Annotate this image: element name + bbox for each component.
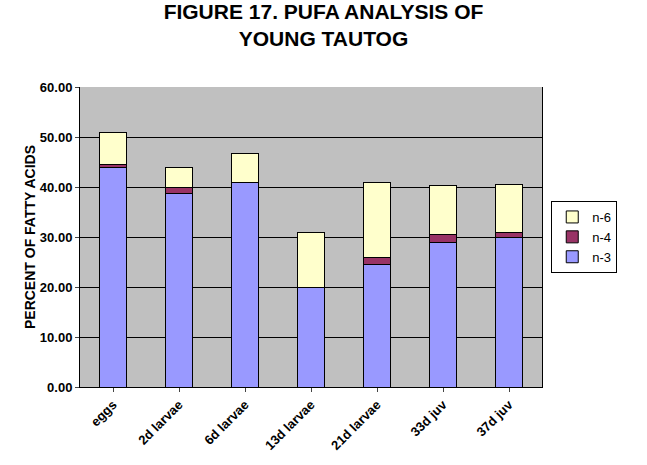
svg-text:eggs: eggs bbox=[88, 397, 120, 429]
svg-text:6d larvae: 6d larvae bbox=[201, 397, 251, 447]
svg-text:40.00: 40.00 bbox=[40, 180, 73, 195]
svg-text:n-6: n-6 bbox=[592, 210, 611, 225]
svg-text:n-4: n-4 bbox=[592, 230, 611, 245]
svg-text:n-3: n-3 bbox=[592, 250, 611, 265]
svg-text:21d larvae: 21d larvae bbox=[328, 397, 384, 453]
svg-text:13d larvae: 13d larvae bbox=[262, 397, 318, 453]
svg-text:60.00: 60.00 bbox=[40, 80, 73, 95]
svg-text:37d juv: 37d juv bbox=[473, 397, 516, 440]
svg-text:30.00: 30.00 bbox=[40, 230, 73, 245]
svg-text:50.00: 50.00 bbox=[40, 130, 73, 145]
svg-text:2d larvae: 2d larvae bbox=[135, 397, 185, 447]
svg-text:20.00: 20.00 bbox=[40, 280, 73, 295]
svg-text:PERCENT OF FATTY ACIDS: PERCENT OF FATTY ACIDS bbox=[22, 145, 38, 329]
svg-text:33d juv: 33d juv bbox=[407, 397, 450, 440]
svg-text:10.00: 10.00 bbox=[40, 330, 73, 345]
svg-text:0.00: 0.00 bbox=[47, 380, 72, 395]
svg-text:FIGURE 17. PUFA ANALYSIS OFYOU: FIGURE 17. PUFA ANALYSIS OFYOUNG TAUTOG bbox=[164, 0, 484, 50]
